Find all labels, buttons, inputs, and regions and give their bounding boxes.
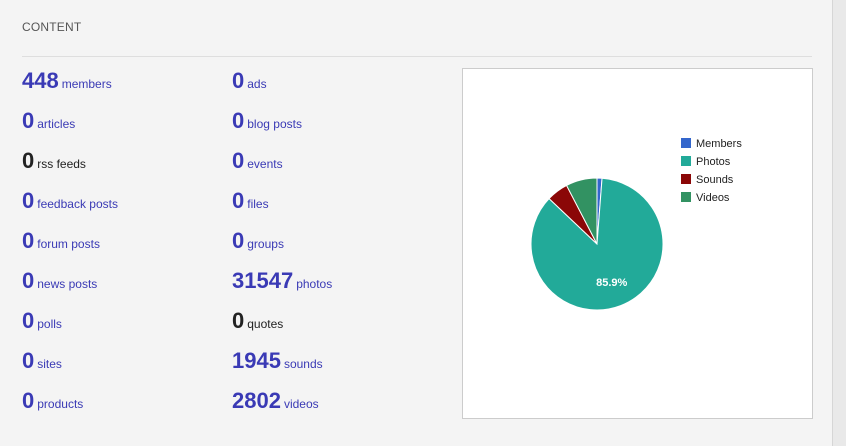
stat-label: sounds — [283, 357, 323, 371]
chart-legend: Members Photos Sounds Videos — [681, 135, 742, 207]
stat-ads[interactable]: 0 ads — [232, 68, 267, 94]
legend-item-sounds[interactable]: Sounds — [681, 171, 742, 189]
stat-label: videos — [283, 397, 319, 411]
legend-item-members[interactable]: Members — [681, 135, 742, 153]
stat-value: 0 — [232, 228, 245, 253]
legend-label: Members — [696, 138, 742, 150]
legend-item-photos[interactable]: Photos — [681, 153, 742, 171]
stat-forum-posts[interactable]: 0 forum posts — [22, 228, 100, 254]
stat-value: 0 — [232, 108, 245, 133]
legend-swatch — [681, 174, 691, 184]
legend-swatch — [681, 192, 691, 202]
stat-label: rss feeds — [37, 157, 86, 171]
stat-value: 0 — [232, 68, 245, 93]
stat-value: 448 — [22, 68, 59, 93]
stat-label: ads — [247, 77, 267, 91]
stat-label: files — [247, 197, 269, 211]
stat-blog-posts[interactable]: 0 blog posts — [232, 108, 302, 134]
stat-value: 0 — [22, 108, 35, 133]
stat-members[interactable]: 448 members — [22, 68, 112, 94]
stat-label: photos — [296, 277, 333, 291]
stat-value: 0 — [232, 188, 245, 213]
stat-label: news posts — [37, 277, 98, 291]
stat-label: groups — [247, 237, 284, 251]
stat-label: feedback posts — [37, 197, 118, 211]
stat-label: products — [37, 397, 84, 411]
stat-label: quotes — [247, 317, 284, 331]
stat-value: 0 — [22, 388, 35, 413]
stat-value: 0 — [232, 148, 245, 173]
stat-label: members — [61, 77, 112, 91]
content-pie-chart: 85.9% Members Photos Sounds Videos — [462, 68, 813, 419]
stat-feedback-posts[interactable]: 0 feedback posts — [22, 188, 118, 214]
stat-value: 0 — [232, 308, 245, 333]
stat-polls[interactable]: 0 polls — [22, 308, 62, 334]
pie-slice-label: 85.9% — [596, 277, 627, 289]
pie-slice-videos[interactable] — [565, 177, 598, 245]
stat-label: forum posts — [37, 237, 100, 251]
stat-photos[interactable]: 31547 photos — [232, 268, 332, 294]
stat-quotes: 0 quotes — [232, 308, 283, 334]
divider — [22, 56, 812, 57]
pie-svg: 85.9% — [530, 177, 664, 311]
stat-value: 0 — [22, 348, 35, 373]
stat-files[interactable]: 0 files — [232, 188, 269, 214]
stat-label: articles — [37, 117, 76, 131]
stat-label: sites — [37, 357, 62, 371]
stat-news-posts[interactable]: 0 news posts — [22, 268, 97, 294]
stat-videos[interactable]: 2802 videos — [232, 388, 319, 414]
legend-swatch — [681, 138, 691, 148]
legend-label: Sounds — [696, 174, 734, 186]
stat-label: polls — [37, 317, 62, 331]
stat-value: 0 — [22, 308, 35, 333]
stat-value: 0 — [22, 268, 35, 293]
legend-swatch — [681, 156, 691, 166]
stat-value: 2802 — [232, 388, 281, 413]
stat-value: 0 — [22, 148, 35, 173]
stat-label: events — [247, 157, 283, 171]
legend-label: Photos — [696, 156, 731, 168]
stat-sounds[interactable]: 1945 sounds — [232, 348, 323, 374]
stat-events[interactable]: 0 events — [232, 148, 283, 174]
stat-value: 0 — [22, 188, 35, 213]
stat-products[interactable]: 0 products — [22, 388, 83, 414]
legend-label: Videos — [696, 192, 730, 204]
stat-label: blog posts — [247, 117, 302, 131]
stat-value: 0 — [22, 228, 35, 253]
stat-value: 31547 — [232, 268, 294, 293]
panel-title: CONTENT — [22, 20, 82, 34]
stat-value: 1945 — [232, 348, 281, 373]
stat-sites[interactable]: 0 sites — [22, 348, 62, 374]
stat-articles[interactable]: 0 articles — [22, 108, 75, 134]
stat-groups[interactable]: 0 groups — [232, 228, 284, 254]
legend-item-videos[interactable]: Videos — [681, 189, 742, 207]
stat-rss-feeds: 0 rss feeds — [22, 148, 86, 174]
